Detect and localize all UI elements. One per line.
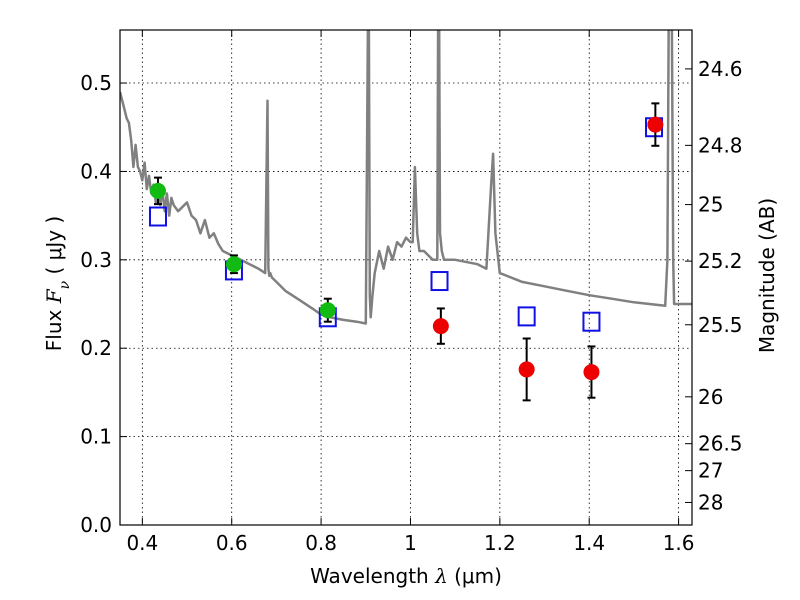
y-tick-label: 0.2 (80, 336, 112, 360)
model-flux-square (430, 271, 449, 292)
photometry-point (518, 361, 535, 378)
model-flux-square (582, 311, 601, 332)
y2-tick-label: 25.5 (698, 313, 743, 337)
y-tick-label: 0.3 (80, 248, 112, 272)
y-tick-label: 0.5 (80, 71, 112, 95)
y-tick-label: 0.4 (80, 159, 112, 183)
x-tick-label: 1 (404, 531, 417, 555)
y-axis-title-symbol: F (42, 288, 66, 304)
grid (120, 30, 692, 526)
x-axis-title-suffix: (μm) (448, 564, 502, 588)
x-axis-title-symbol: λ (434, 564, 448, 588)
spectrum-layer (120, 30, 692, 325)
y-axis-title-suffix: ( μJy ) (42, 216, 66, 281)
x-axis-title: Wavelength λ (μm) (310, 564, 502, 588)
y2-tick-label: 28 (698, 490, 723, 514)
photometry-point (225, 256, 242, 273)
y-tick-label: 0.0 (80, 513, 112, 537)
y2-tick-label: 24.8 (698, 133, 743, 157)
y2-tick-label: 25 (698, 193, 723, 217)
photometry-point (583, 364, 600, 381)
x-tick-label: 1.4 (573, 531, 605, 555)
y2-tick-label: 25.2 (698, 249, 743, 273)
y2-tick-label: 27 (698, 459, 723, 483)
photometry-point (319, 302, 336, 319)
markers-layer (148, 102, 664, 402)
y-axis-title-prefix: Flux (42, 303, 66, 351)
x-tick-label: 0.4 (126, 531, 158, 555)
y2-tick-label: 26.5 (698, 432, 743, 456)
photometry-point (432, 318, 449, 335)
x-tick-label: 0.8 (305, 531, 337, 555)
axes: 0.4 0.6 0.8 1 1.2 1.4 1.6 0.0 0.1 0.2 0.3 0.4 0.5 24.… (80, 30, 743, 555)
x-tick-label: 0.6 (216, 531, 248, 555)
plot-frame (119, 29, 693, 526)
model-flux-square (517, 306, 536, 327)
photometry-point (647, 116, 664, 133)
x-axis-title-prefix: Wavelength (310, 564, 435, 588)
y2-tick-label: 26 (698, 385, 723, 409)
model-spectrum-line (120, 30, 692, 325)
y-tick-label: 0.1 (80, 425, 112, 449)
y2-tick-label: 24.6 (698, 57, 743, 81)
y-axis-title: Flux Fν ( μJy ) (42, 216, 73, 351)
x-tick-label: 1.2 (484, 531, 516, 555)
photometry-point (149, 182, 166, 199)
y2-axis-title: Magnitude (AB) (755, 198, 779, 353)
model-flux-square (148, 206, 167, 227)
x-tick-label: 1.6 (663, 531, 695, 555)
y-axis-title-subscript: ν (57, 280, 73, 289)
